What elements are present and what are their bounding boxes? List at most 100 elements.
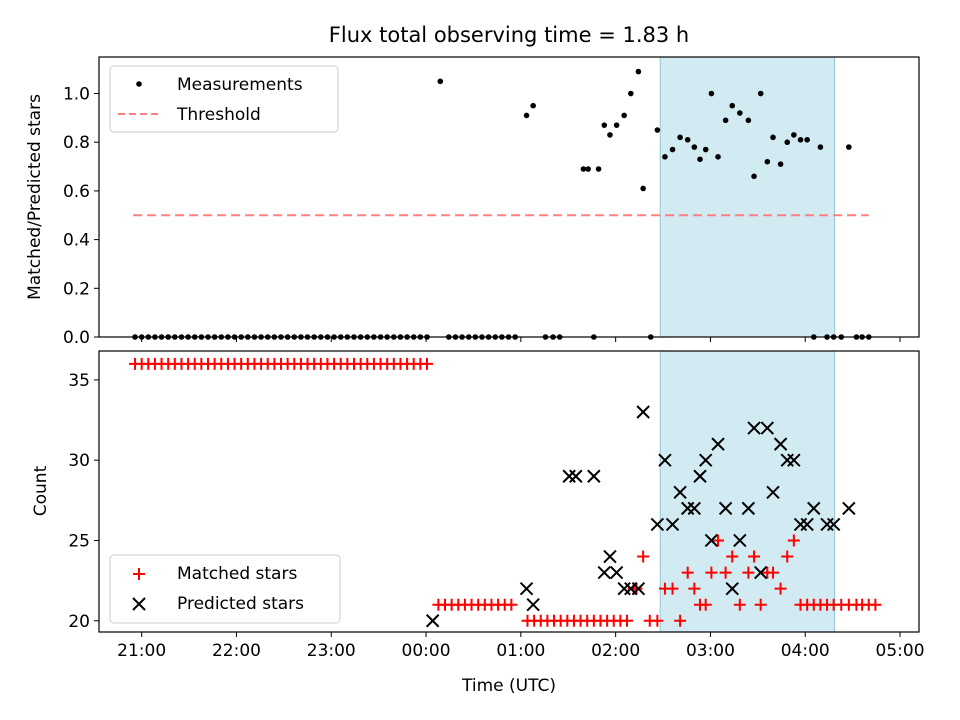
x-tick-label: 05:00 [876,641,925,661]
predicted-star-point [693,469,707,483]
measurement-point [523,112,530,119]
chart-title: Flux total observing time = 1.83 h [329,23,689,47]
top-y-tick-label: 1.0 [63,85,90,105]
measurement-point [654,127,661,133]
predicted-star-point [711,437,725,451]
predicted-star-point [725,581,739,596]
measurement-point [777,161,784,167]
measurement-point [691,144,698,150]
x-tick-label: 21:00 [117,641,166,661]
matched-star-point [651,614,664,627]
matched-star-point [774,582,787,595]
measurement-point [804,136,810,143]
predicted-star-point [787,453,801,467]
measurement-point [697,156,703,163]
predicted-star-point [526,597,540,612]
measurement-point [601,122,608,128]
matched-star-point [869,598,882,611]
bottom-y-tick-label: 20 [68,612,90,632]
measurement-point [635,68,642,75]
bottom-plot-area [129,357,882,628]
measurement-point [669,146,676,153]
predicted-star-point [665,517,680,532]
measurement-point [628,90,634,97]
matched-star-point [719,566,732,579]
predicted-star-point [658,453,672,467]
measurement-point [757,90,764,97]
bottom-legend: Matched stars Predicted stars [109,554,341,624]
matched-star-point [733,598,746,611]
predicted-star-point [760,421,775,435]
measurement-point [715,154,721,160]
measurement-point [751,173,757,180]
matched-star-point [630,582,643,595]
matched-star-point [666,582,679,595]
bottom-y-tick-label: 30 [68,451,90,471]
bottom-legend-box [109,554,341,624]
measurement-point [708,90,715,97]
matched-star-point [421,357,433,370]
top-shaded-region [659,56,836,338]
top-panel: 0.0 0.2 0.4 0.6 0.8 1.0 Matched/Predicted sta… [25,56,920,348]
matched-star-point [726,550,739,563]
measurement-point [745,117,752,124]
measurements-legend-marker [136,81,142,87]
bottom-y-axis-label: Count [31,465,51,516]
top-legend-box [109,65,339,133]
predicted-star-point [753,565,768,580]
predicted-star-point [773,437,788,451]
predicted-star-point [631,581,646,596]
top-axes-frame [98,56,920,338]
top-y-tick-label: 0.6 [63,182,90,202]
measurement-point [621,112,627,119]
measurement-point [846,144,852,150]
measurement-point [729,102,736,109]
predicted-star-point [425,614,440,628]
predicted-star-point [609,565,624,580]
matched-star-point [505,598,518,611]
x-tick-label: 04:00 [781,641,830,661]
top-y-tick-label: 0.4 [63,231,90,251]
predicted-star-point [842,501,856,516]
predicted-star-point [597,565,611,580]
bottom-shaded-region [659,350,836,633]
x-tick-label: 01:00 [496,641,545,661]
measurement-point [797,136,804,143]
top-x-ticks [141,337,901,342]
predicted-star-point [603,549,617,564]
measurement-point [722,117,729,124]
top-y-tick-label: 0.8 [63,133,90,153]
predicted-star-point [650,517,665,532]
top-y-axis-label: Matched/Predicted stars [25,94,45,300]
predicted-star-point [673,485,687,500]
x-tick-label: 23:00 [307,641,356,661]
measurement-point [437,78,444,85]
matched-star-point [621,614,634,627]
predicted-star-point [766,485,780,500]
measurements-legend-label: Measurements [177,75,303,95]
top-observing-window [659,56,836,338]
matched-star-point [767,566,780,579]
x-tick-label: 03:00 [686,641,735,661]
bottom-y-tick-label: 25 [68,531,90,551]
predicted-star-point [569,469,583,483]
matched-star-point [712,534,725,547]
measurement-point [585,166,591,172]
bottom-x-axis: 21:00 22:00 23:00 00:00 01:00 02:00 03:00 04:00… [117,632,925,661]
predicted-star-point [519,581,534,596]
matched-legend-marker [133,568,145,580]
predicted-star-point [807,501,821,516]
matched-star-point [637,550,650,563]
top-y-tick-label: 0.2 [63,279,90,299]
measurement-point [677,134,683,141]
matched-star-point [754,598,767,611]
measurement-point [530,102,536,109]
matched-legend-label: Matched stars [177,564,297,584]
bottom-panel: 20 25 30 35 21:00 22:00 23:00 00:00 01:00 02:00 0… [31,350,925,696]
bottom-y-axis: 20 25 30 35 [68,371,99,632]
predicted-legend-label: Predicted stars [177,594,304,614]
predicted-star-point [733,533,747,548]
threshold-legend-label: Threshold [176,105,261,125]
matched-star-point [681,566,694,579]
